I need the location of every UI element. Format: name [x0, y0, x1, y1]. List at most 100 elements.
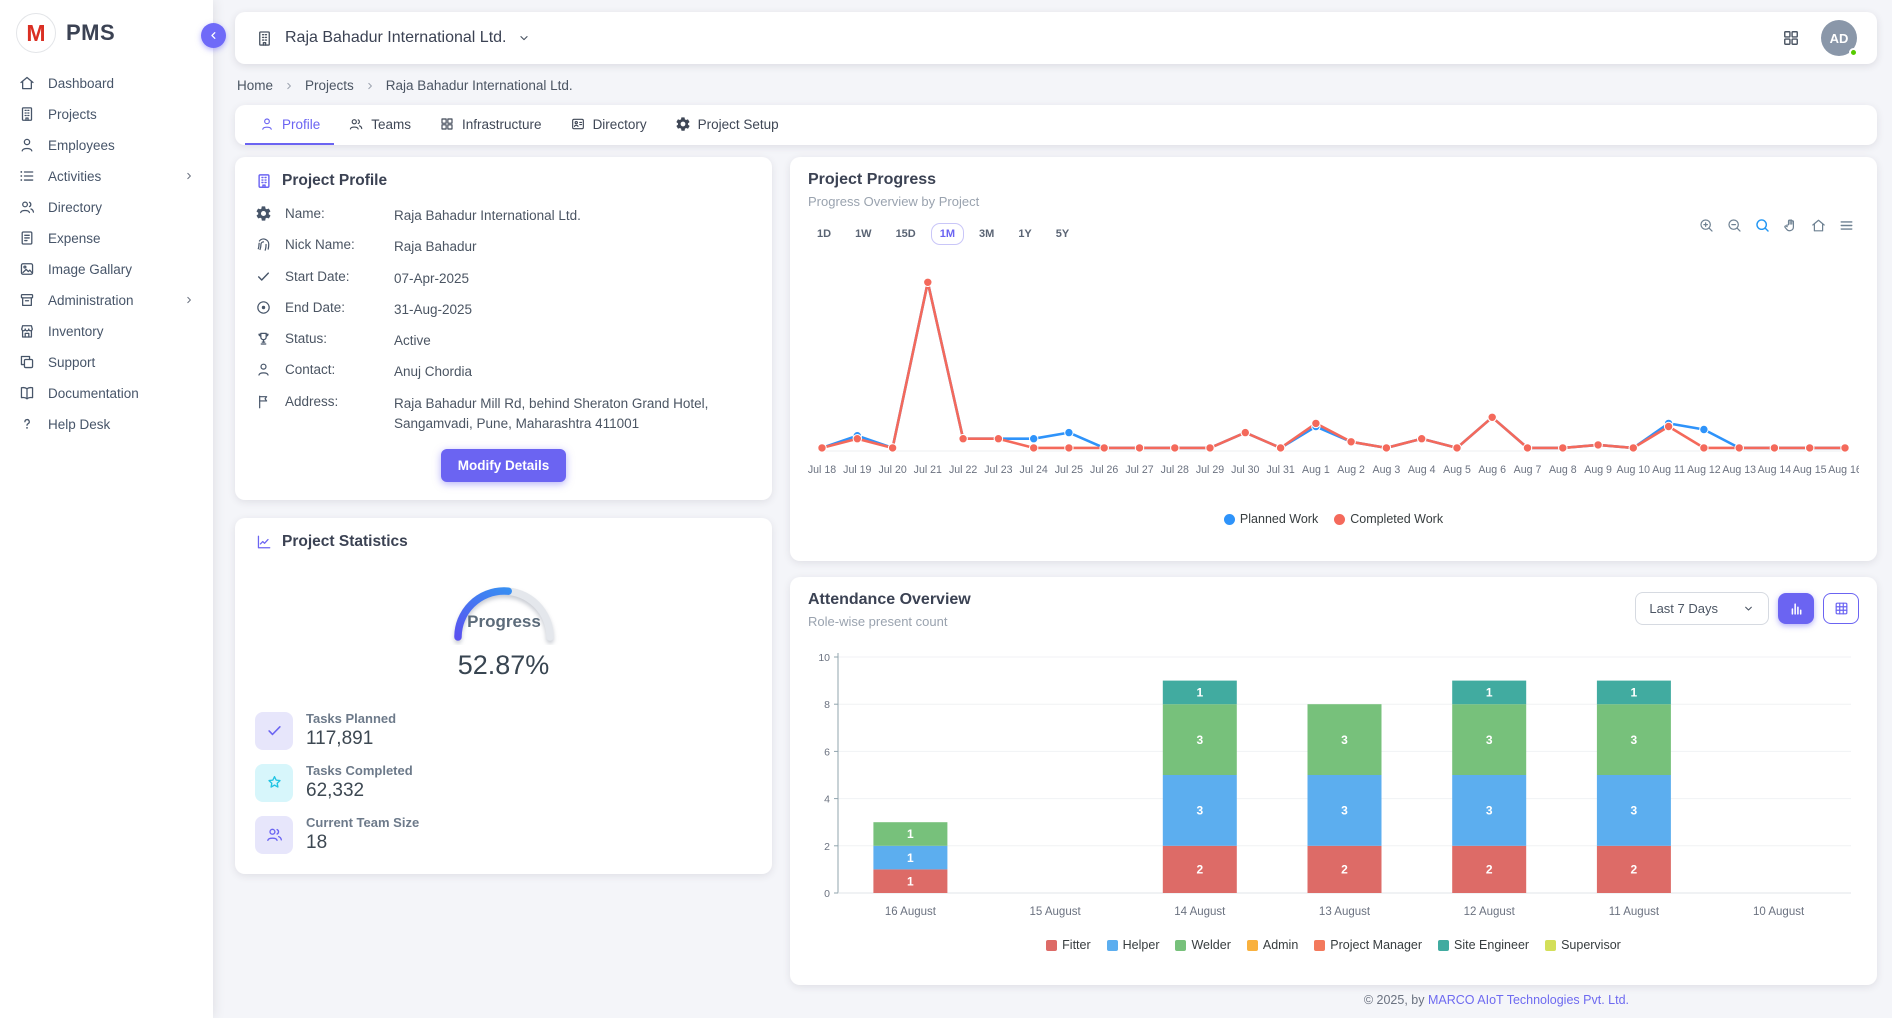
svg-text:Aug 7: Aug 7 [1514, 464, 1542, 476]
svg-text:2: 2 [1341, 863, 1348, 877]
field-label: Start Date: [285, 268, 381, 284]
svg-text:Jul 27: Jul 27 [1125, 464, 1153, 476]
chart-toolbar [1698, 217, 1855, 234]
sidebar-item-label: Inventory [48, 324, 195, 339]
zoom-in-icon[interactable] [1698, 217, 1715, 234]
sidebar-item-image-gallary[interactable]: Image Gallary [0, 254, 213, 284]
right-column: Project Progress Progress Overview by Pr… [790, 157, 1877, 985]
company-link[interactable]: MARCO AIoT Technologies Pvt. Ltd. [1428, 993, 1629, 1007]
table-view-button[interactable] [1823, 593, 1859, 624]
tab-profile[interactable]: Profile [245, 105, 334, 145]
svg-text:1: 1 [1486, 686, 1493, 700]
range-button-15d[interactable]: 15D [887, 223, 925, 245]
sidebar-item-activities[interactable]: Activities [0, 161, 213, 191]
sidebar-item-directory[interactable]: Directory [0, 192, 213, 222]
legend-item-supervisor[interactable]: Supervisor [1545, 938, 1621, 952]
tab-directory[interactable]: Directory [556, 105, 661, 145]
legend-item-fitter[interactable]: Fitter [1046, 938, 1090, 952]
zoom-out-icon[interactable] [1726, 217, 1743, 234]
legend-label: Admin [1263, 938, 1298, 952]
legend-item-helper[interactable]: Helper [1107, 938, 1160, 952]
breadcrumb-item-projects[interactable]: Projects [305, 78, 354, 93]
svg-text:1: 1 [1196, 686, 1203, 700]
home-icon[interactable] [1810, 217, 1827, 234]
modify-details-button[interactable]: Modify Details [441, 449, 567, 482]
svg-text:3: 3 [1486, 733, 1493, 747]
range-button-1w[interactable]: 1W [846, 223, 881, 245]
company-selector[interactable]: Raja Bahadur International Ltd. [255, 29, 531, 48]
app-logo: M PMS [0, 0, 213, 67]
sidebar-item-expense[interactable]: Expense [0, 223, 213, 253]
legend-item-planned-work[interactable]: Planned Work [1224, 512, 1318, 526]
person-icon [259, 116, 275, 132]
tab-infrastructure[interactable]: Infrastructure [425, 105, 556, 145]
svg-text:Aug 13: Aug 13 [1722, 464, 1756, 476]
pan-icon[interactable] [1782, 217, 1799, 234]
sidebar-collapse-button[interactable] [201, 23, 226, 48]
footer: © 2025, by MARCO AIoT Technologies Pvt. … [235, 993, 1877, 1007]
field-value: Raja Bahadur Mill Rd, behind Sheraton Gr… [394, 393, 752, 435]
breadcrumb-item-home[interactable]: Home [237, 78, 273, 93]
svg-text:2: 2 [824, 841, 830, 853]
svg-text:Aug 10: Aug 10 [1617, 464, 1651, 476]
people-icon [348, 116, 364, 132]
field-label: Nick Name: [285, 236, 381, 252]
svg-text:4: 4 [824, 794, 830, 806]
field-value: 31-Aug-2025 [394, 299, 752, 320]
left-column: Project Profile Name:Raja Bahadur Intern… [235, 157, 772, 985]
svg-text:3: 3 [1196, 804, 1203, 818]
store-icon [18, 322, 36, 340]
selection-zoom-icon[interactable] [1754, 217, 1771, 234]
menu-icon[interactable] [1838, 217, 1855, 234]
range-button-3m[interactable]: 3M [970, 223, 1003, 245]
sidebar-item-administration[interactable]: Administration [0, 285, 213, 315]
project-progress-title-row: Project Progress [808, 171, 1859, 189]
gauge-label: Progress [467, 612, 541, 631]
svg-text:Jul 26: Jul 26 [1090, 464, 1118, 476]
svg-text:15 August: 15 August [1030, 906, 1082, 918]
chevron-down-icon [517, 31, 531, 45]
svg-text:Jul 22: Jul 22 [949, 464, 977, 476]
tab-teams[interactable]: Teams [334, 105, 425, 145]
sidebar-item-support[interactable]: Support [0, 347, 213, 377]
svg-text:Aug 8: Aug 8 [1549, 464, 1577, 476]
legend-item-welder[interactable]: Welder [1175, 938, 1230, 952]
svg-text:3: 3 [1196, 733, 1203, 747]
sidebar-item-employees[interactable]: Employees [0, 130, 213, 160]
legend-label: Site Engineer [1454, 938, 1529, 952]
date-range-select[interactable]: Last 7 Days [1635, 592, 1769, 625]
attendance-chart: 024681011116 August15 August233114 Augus… [808, 647, 1859, 929]
sidebar-item-inventory[interactable]: Inventory [0, 316, 213, 346]
range-button-1d[interactable]: 1D [808, 223, 840, 245]
building-badge-icon [255, 172, 273, 190]
logo-text: PMS [66, 20, 115, 46]
svg-text:1: 1 [907, 851, 914, 865]
legend-item-admin[interactable]: Admin [1247, 938, 1298, 952]
profile-field-name: Name:Raja Bahadur International Ltd. [255, 205, 752, 226]
bar-chart-view-button[interactable] [1778, 593, 1814, 624]
range-button-1y[interactable]: 1Y [1009, 223, 1040, 245]
sidebar-item-label: Activities [48, 169, 171, 184]
sidebar-item-documentation[interactable]: Documentation [0, 378, 213, 408]
copy-icon [18, 353, 36, 371]
svg-text:Jul 30: Jul 30 [1231, 464, 1259, 476]
sidebar-item-help-desk[interactable]: Help Desk [0, 409, 213, 439]
target-icon [255, 299, 272, 316]
legend-item-project-manager[interactable]: Project Manager [1314, 938, 1422, 952]
legend-item-site-engineer[interactable]: Site Engineer [1438, 938, 1529, 952]
svg-text:Aug 5: Aug 5 [1443, 464, 1471, 476]
sidebar-item-projects[interactable]: Projects [0, 99, 213, 129]
sidebar-item-label: Help Desk [48, 417, 195, 432]
apps-grid-icon[interactable] [1781, 28, 1801, 48]
range-button-5y[interactable]: 5Y [1047, 223, 1078, 245]
profile-field-status: Status:Active [255, 330, 752, 351]
field-value: Anuj Chordia [394, 361, 752, 382]
avatar[interactable]: AD [1821, 20, 1857, 56]
legend-label: Fitter [1062, 938, 1090, 952]
legend-label: Supervisor [1561, 938, 1621, 952]
tab-project-setup[interactable]: Project Setup [661, 105, 793, 145]
range-button-1m[interactable]: 1M [931, 223, 964, 245]
svg-text:10 August: 10 August [1753, 906, 1805, 918]
sidebar-item-dashboard[interactable]: Dashboard [0, 68, 213, 98]
legend-item-completed-work[interactable]: Completed Work [1334, 512, 1443, 526]
